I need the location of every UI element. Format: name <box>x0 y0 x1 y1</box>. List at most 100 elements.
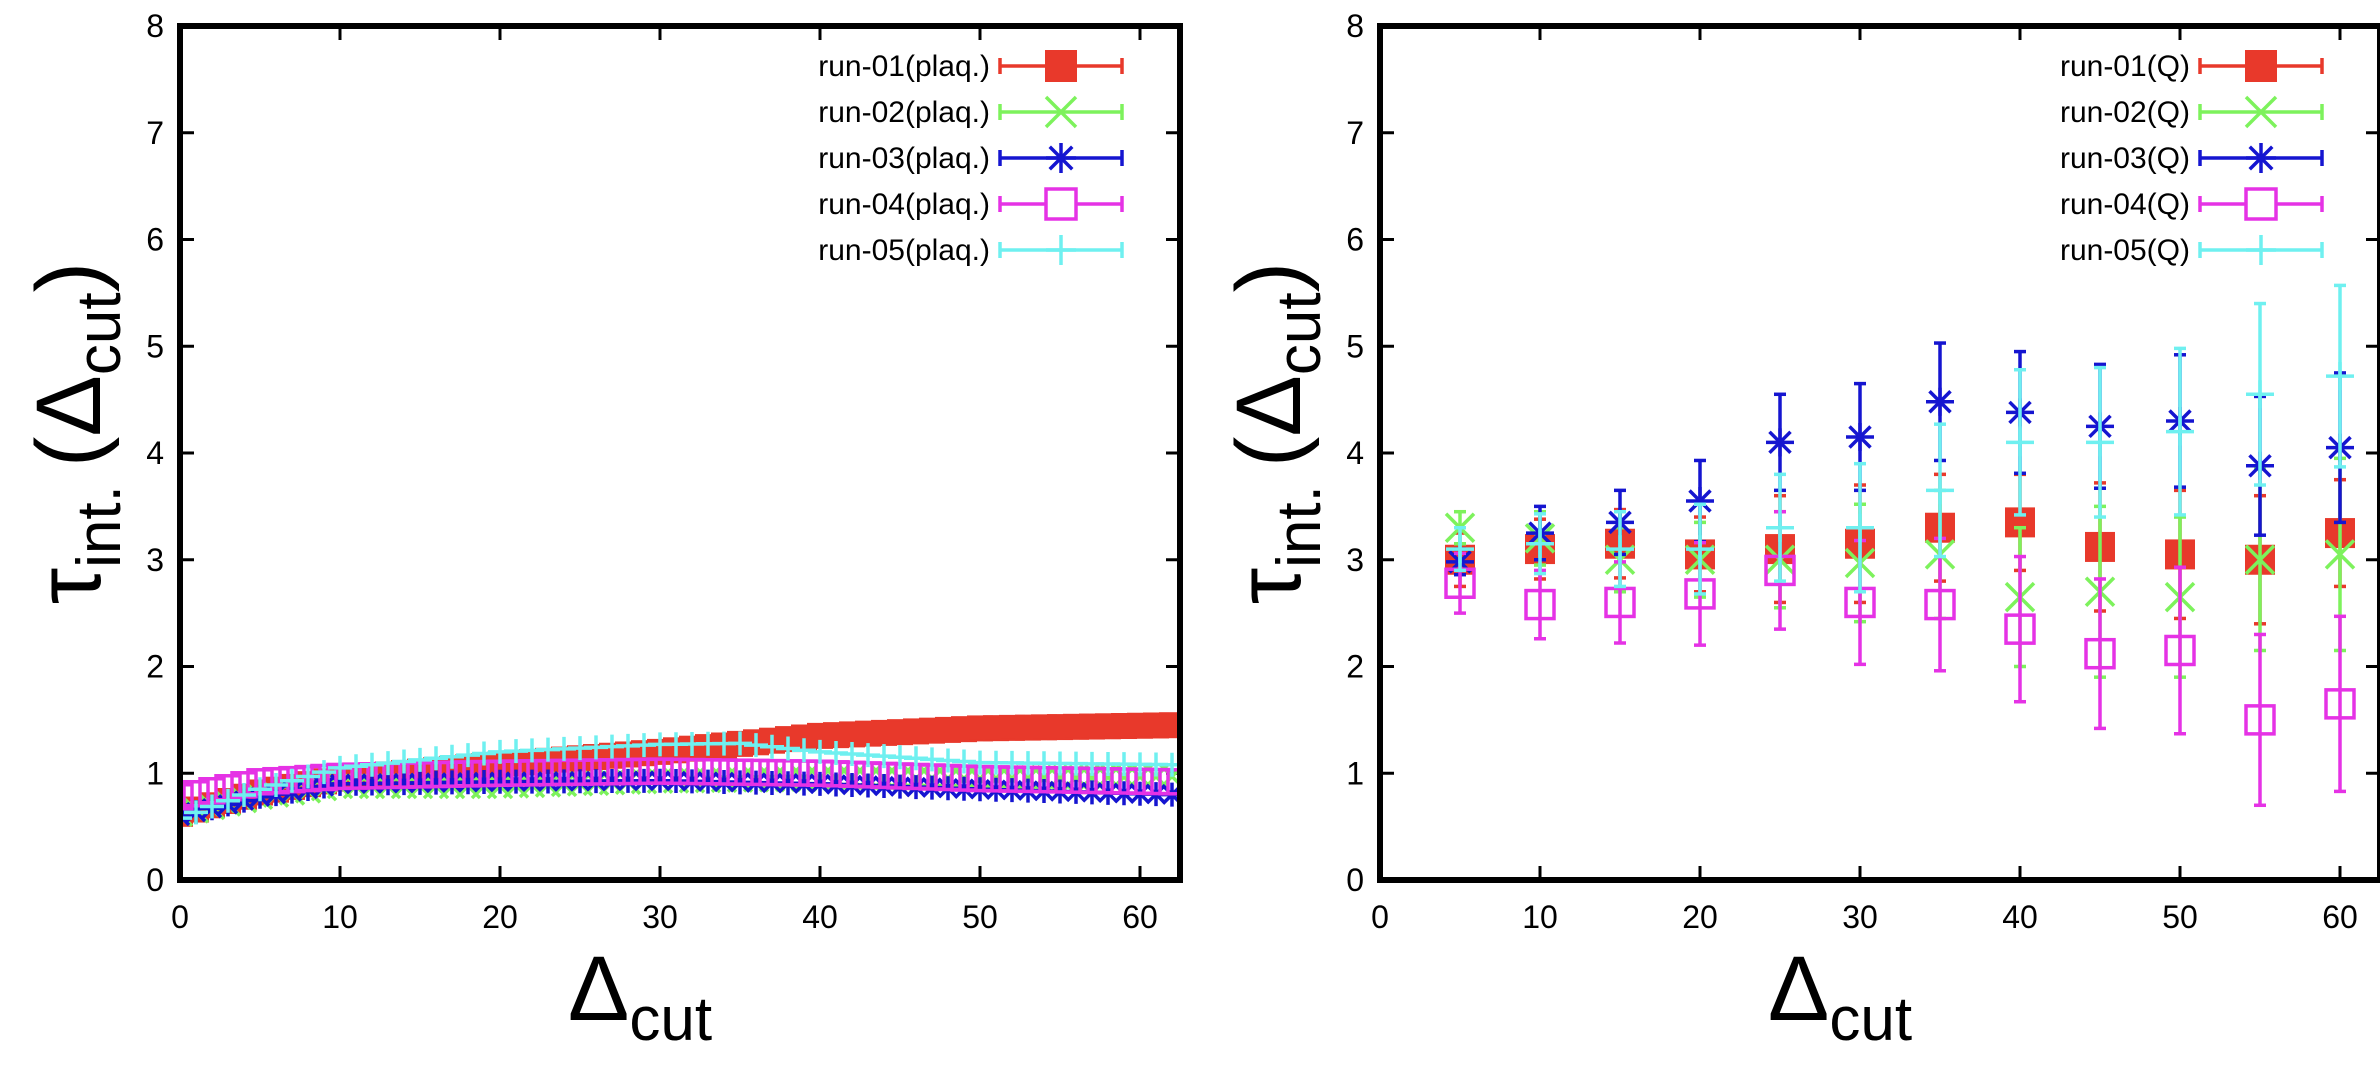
legend-marker <box>1044 187 1078 221</box>
y-tick-label: 7 <box>146 115 164 151</box>
y-tick-label: 0 <box>146 862 164 898</box>
y-axis-label-paren-sub: cut <box>65 292 134 375</box>
data-point <box>648 768 672 793</box>
y-tick-label: 0 <box>1346 862 1364 898</box>
legend-marker-bg <box>2246 189 2276 219</box>
panel-left: 0 10 20 30 40 50 60012345678run-01(plaq.)run-0… <box>18 8 1183 1054</box>
y-axis-label: τint. (Δcut) <box>18 262 134 605</box>
data-point <box>200 794 224 819</box>
data-point <box>2246 380 2274 409</box>
data-point <box>1160 752 1180 777</box>
y-tick-label: 1 <box>1346 755 1364 791</box>
legend: run-01(plaq.) run-02(plaq.) run-03(plaq.) r… <box>818 50 1124 267</box>
data-point <box>664 769 688 794</box>
data-point <box>472 770 496 795</box>
plot-area <box>180 712 1180 831</box>
data-point <box>1846 513 1874 542</box>
plot-frame <box>1377 23 2380 883</box>
x-tick-label: 20 <box>1682 899 1718 935</box>
legend-marker-shape <box>1045 50 1077 82</box>
data-point <box>552 769 576 794</box>
data-point <box>296 764 320 789</box>
y-tick-label: 3 <box>146 542 164 578</box>
data-point <box>2324 539 2356 570</box>
series-1 <box>1445 472 2355 626</box>
data-point <box>2326 362 2354 391</box>
y-axis-label-close: ) <box>18 262 120 293</box>
data-point <box>616 768 640 793</box>
data-point <box>1446 535 1474 564</box>
data-point <box>456 770 480 795</box>
data-point <box>568 769 592 794</box>
data-point <box>408 770 432 795</box>
data-point <box>2086 428 2114 457</box>
x-axis-label-sub: cut <box>629 985 712 1054</box>
legend-label: run-01(Q) <box>2060 50 2190 83</box>
data-point <box>744 770 768 795</box>
data-point <box>774 759 802 787</box>
data-point <box>2166 417 2194 446</box>
data-point <box>1524 588 1556 621</box>
data-point <box>600 769 624 794</box>
x-axis-label-main: Δ <box>568 938 629 1040</box>
y-axis-label: τint. (Δcut) <box>1218 262 1334 605</box>
data-point <box>520 769 544 794</box>
legend-marker <box>1046 143 1076 173</box>
y-tick-label: 7 <box>1346 115 1364 151</box>
data-point <box>566 758 594 786</box>
y-tick-label: 8 <box>1346 8 1364 44</box>
data-point <box>1606 535 1634 564</box>
series-4 <box>1444 509 2356 808</box>
y-tick-label: 4 <box>146 435 164 471</box>
data-point <box>696 769 720 794</box>
legend-marker-shape <box>2244 95 2278 129</box>
x-axis-label: Δcut <box>568 938 712 1054</box>
data-point <box>1766 428 1794 457</box>
data-point <box>1526 529 1554 558</box>
legend-marker-shape <box>2245 50 2277 82</box>
data-point <box>440 770 464 795</box>
data-point <box>392 771 416 796</box>
legend: run-01(Q) run-02(Q) run-03(Q) run-04(Q) run-… <box>2060 50 2324 267</box>
legend-marker-shape <box>1044 187 1078 221</box>
legend-marker <box>1044 95 1078 129</box>
legend-label: run-03(plaq.) <box>818 142 990 175</box>
legend-marker-shape <box>2246 235 2276 265</box>
data-point <box>646 757 674 785</box>
data-point <box>726 758 754 786</box>
x-axis-label: Δcut <box>1768 938 1912 1054</box>
data-point <box>184 800 208 825</box>
plot-area <box>1444 283 2356 808</box>
panel-right: 0 10 20 30 40 50 60 0 1 2 3 4 5 6 7 8 run-01(Q) run-02(Q)… <box>1218 8 2380 1054</box>
data-point <box>328 771 352 796</box>
legend-label: run-02(Q) <box>2060 96 2190 129</box>
data-point <box>504 769 528 794</box>
data-point <box>678 757 706 786</box>
data-point <box>1846 422 1874 451</box>
data-point <box>598 758 626 786</box>
y-axis-label-sub: int. <box>1265 485 1334 568</box>
x-axis-label-main: Δ <box>1768 938 1829 1040</box>
legend-marker-shape <box>1044 95 1078 129</box>
data-point <box>2324 688 2356 720</box>
legend-marker-shape <box>2244 187 2278 221</box>
data-point <box>180 782 194 811</box>
data-point <box>2164 634 2196 667</box>
data-point <box>312 760 336 785</box>
x-tick-label: 40 <box>802 899 838 935</box>
legend-marker-shape <box>1046 143 1076 173</box>
data-point <box>584 769 608 794</box>
y-axis-label-main: τ <box>1218 568 1320 604</box>
y-tick-label: 3 <box>1346 542 1364 578</box>
data-point <box>1924 588 1956 621</box>
data-point <box>632 768 656 793</box>
data-point <box>264 772 288 797</box>
data-point <box>680 769 704 794</box>
y-tick-label: 6 <box>146 222 164 258</box>
data-point <box>1686 535 1714 564</box>
data-point <box>488 769 512 794</box>
data-point <box>2006 428 2034 457</box>
x-tick-label: 60 <box>1122 899 1158 935</box>
x-tick-label: 10 <box>322 899 358 935</box>
